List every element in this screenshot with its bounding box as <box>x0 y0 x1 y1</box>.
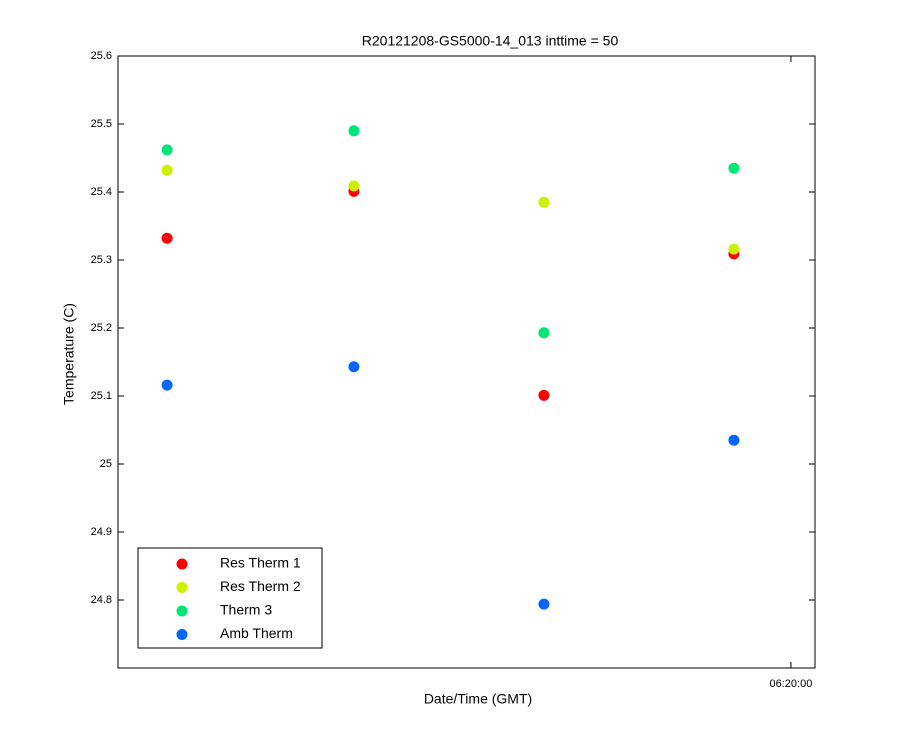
point <box>161 164 173 176</box>
point <box>161 232 173 244</box>
y-axis-label: Temperature (C) <box>61 303 77 405</box>
legend-label: Res Therm 2 <box>220 578 301 594</box>
point <box>728 434 740 446</box>
y-tick-label: 25.6 <box>91 50 112 62</box>
point <box>728 162 740 174</box>
point <box>348 180 360 192</box>
legend-marker <box>176 629 188 640</box>
point <box>161 379 173 391</box>
legend-marker <box>176 558 188 570</box>
point <box>161 144 173 156</box>
y-tick-label: 25.1 <box>91 390 112 402</box>
chart-title: R20121208-GS5000-14_013 inttime = 50 <box>362 33 619 49</box>
point <box>728 243 740 255</box>
legend-label: Therm 3 <box>220 602 272 618</box>
point <box>538 389 550 401</box>
x-tick-label: 06:20:00 <box>770 678 813 690</box>
point <box>538 327 550 339</box>
y-tick-label: 25 <box>100 458 112 470</box>
legend-label: Res Therm 1 <box>220 555 301 571</box>
y-tick-label: 24.8 <box>91 594 112 606</box>
legend-marker <box>176 582 188 593</box>
y-tick-label: 25.2 <box>91 322 112 334</box>
legend-label: Amb Therm <box>220 625 293 641</box>
plot-frame <box>117 55 816 669</box>
point <box>348 361 360 373</box>
point <box>538 598 550 610</box>
x-axis-label: Date/Time (GMT) <box>424 691 532 707</box>
legend-box <box>137 547 323 649</box>
point <box>348 125 360 137</box>
y-tick-label: 25.3 <box>91 254 112 266</box>
legend-marker <box>176 605 188 617</box>
y-tick-label: 24.9 <box>91 526 112 538</box>
y-tick-label: 25.5 <box>91 118 112 130</box>
y-tick-label: 25.4 <box>91 186 112 198</box>
point <box>538 196 550 208</box>
